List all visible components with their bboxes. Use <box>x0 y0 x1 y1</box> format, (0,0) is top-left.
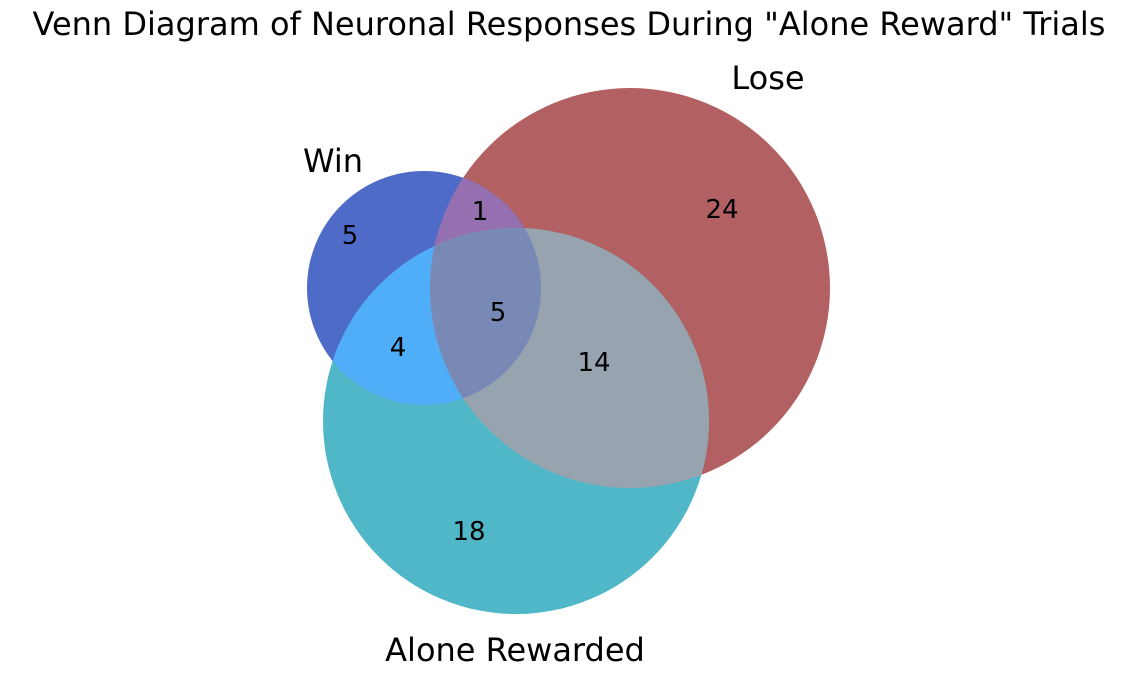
lose-alone-overlap <box>430 228 709 488</box>
lose-set-label: Lose <box>731 59 804 97</box>
all-sets-count: 5 <box>490 298 507 328</box>
alone-rewarded-set-label: Alone Rewarded <box>385 631 645 669</box>
win-alone-count: 4 <box>390 333 407 363</box>
diagram-title: Venn Diagram of Neuronal Responses Durin… <box>33 5 1106 43</box>
win-only-count: 5 <box>342 221 359 251</box>
win-alone-overlap <box>323 228 541 405</box>
lose-only-count: 24 <box>705 195 738 225</box>
lose-alone-count: 14 <box>577 348 610 378</box>
win-lose-count: 1 <box>472 197 489 227</box>
alone-only-count: 18 <box>452 517 485 547</box>
win-set-label: Win <box>303 142 363 180</box>
